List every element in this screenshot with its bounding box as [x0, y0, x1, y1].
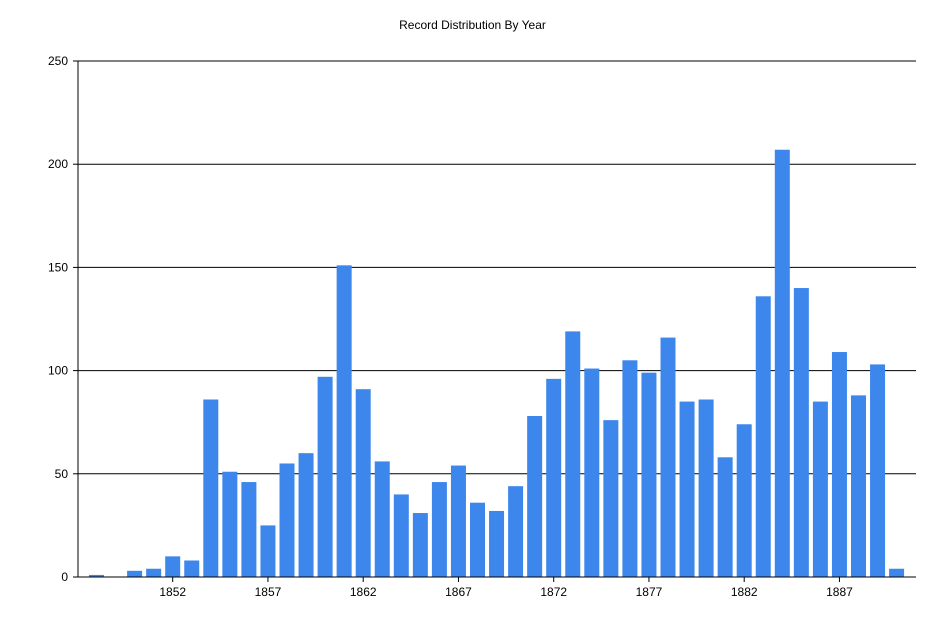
- x-tick-label: 1862: [350, 585, 377, 599]
- bar: [736, 424, 752, 577]
- x-tick-label: 1857: [255, 585, 282, 599]
- y-tick-label: 100: [48, 364, 68, 378]
- bar: [851, 395, 866, 577]
- bar: [831, 352, 847, 577]
- y-tick-label: 150: [48, 260, 68, 274]
- bar: [203, 399, 219, 577]
- bar: [241, 482, 257, 577]
- bar: [260, 525, 276, 577]
- x-tick-label: 1887: [826, 585, 853, 599]
- bar: [508, 486, 524, 577]
- bar: [698, 399, 714, 577]
- bar: [870, 364, 886, 577]
- bar: [812, 401, 828, 577]
- bar: [660, 337, 676, 577]
- bar: [127, 570, 143, 577]
- bar: [546, 378, 562, 577]
- bar: [755, 296, 771, 577]
- bar: [793, 288, 809, 577]
- bar: [222, 471, 238, 577]
- bar: [717, 457, 733, 577]
- bar: [393, 494, 409, 577]
- bar: [450, 465, 466, 577]
- bar: [279, 463, 295, 577]
- bar: [527, 416, 543, 577]
- chart-title: Record Distribution By Year: [399, 18, 546, 32]
- bar: [89, 574, 104, 577]
- bar: [889, 568, 905, 577]
- bar: [470, 502, 485, 577]
- bar: [641, 372, 657, 577]
- x-tick-label: 1882: [731, 585, 758, 599]
- bar: [336, 265, 352, 577]
- x-tick-label: 1852: [159, 585, 186, 599]
- bar: [355, 389, 371, 577]
- bar: [298, 453, 314, 577]
- bar: [584, 368, 600, 577]
- bar: [565, 331, 581, 577]
- x-tick-label: 1877: [636, 585, 663, 599]
- y-tick-label: 0: [61, 570, 68, 584]
- bar: [146, 568, 162, 577]
- y-tick-label: 200: [48, 157, 68, 171]
- bar: [374, 461, 390, 577]
- bar: [489, 510, 505, 577]
- bar: [774, 149, 790, 577]
- y-tick-label: 50: [55, 467, 69, 481]
- bar: [431, 482, 447, 577]
- bar: [165, 556, 181, 577]
- y-tick-label: 250: [48, 54, 68, 68]
- bar: [317, 376, 333, 577]
- bar: [412, 513, 428, 577]
- bar: [622, 360, 638, 577]
- x-tick-label: 1872: [540, 585, 567, 599]
- bar: [603, 420, 619, 577]
- bar: [679, 401, 695, 577]
- x-tick-label: 1867: [445, 585, 472, 599]
- bar: [184, 560, 200, 577]
